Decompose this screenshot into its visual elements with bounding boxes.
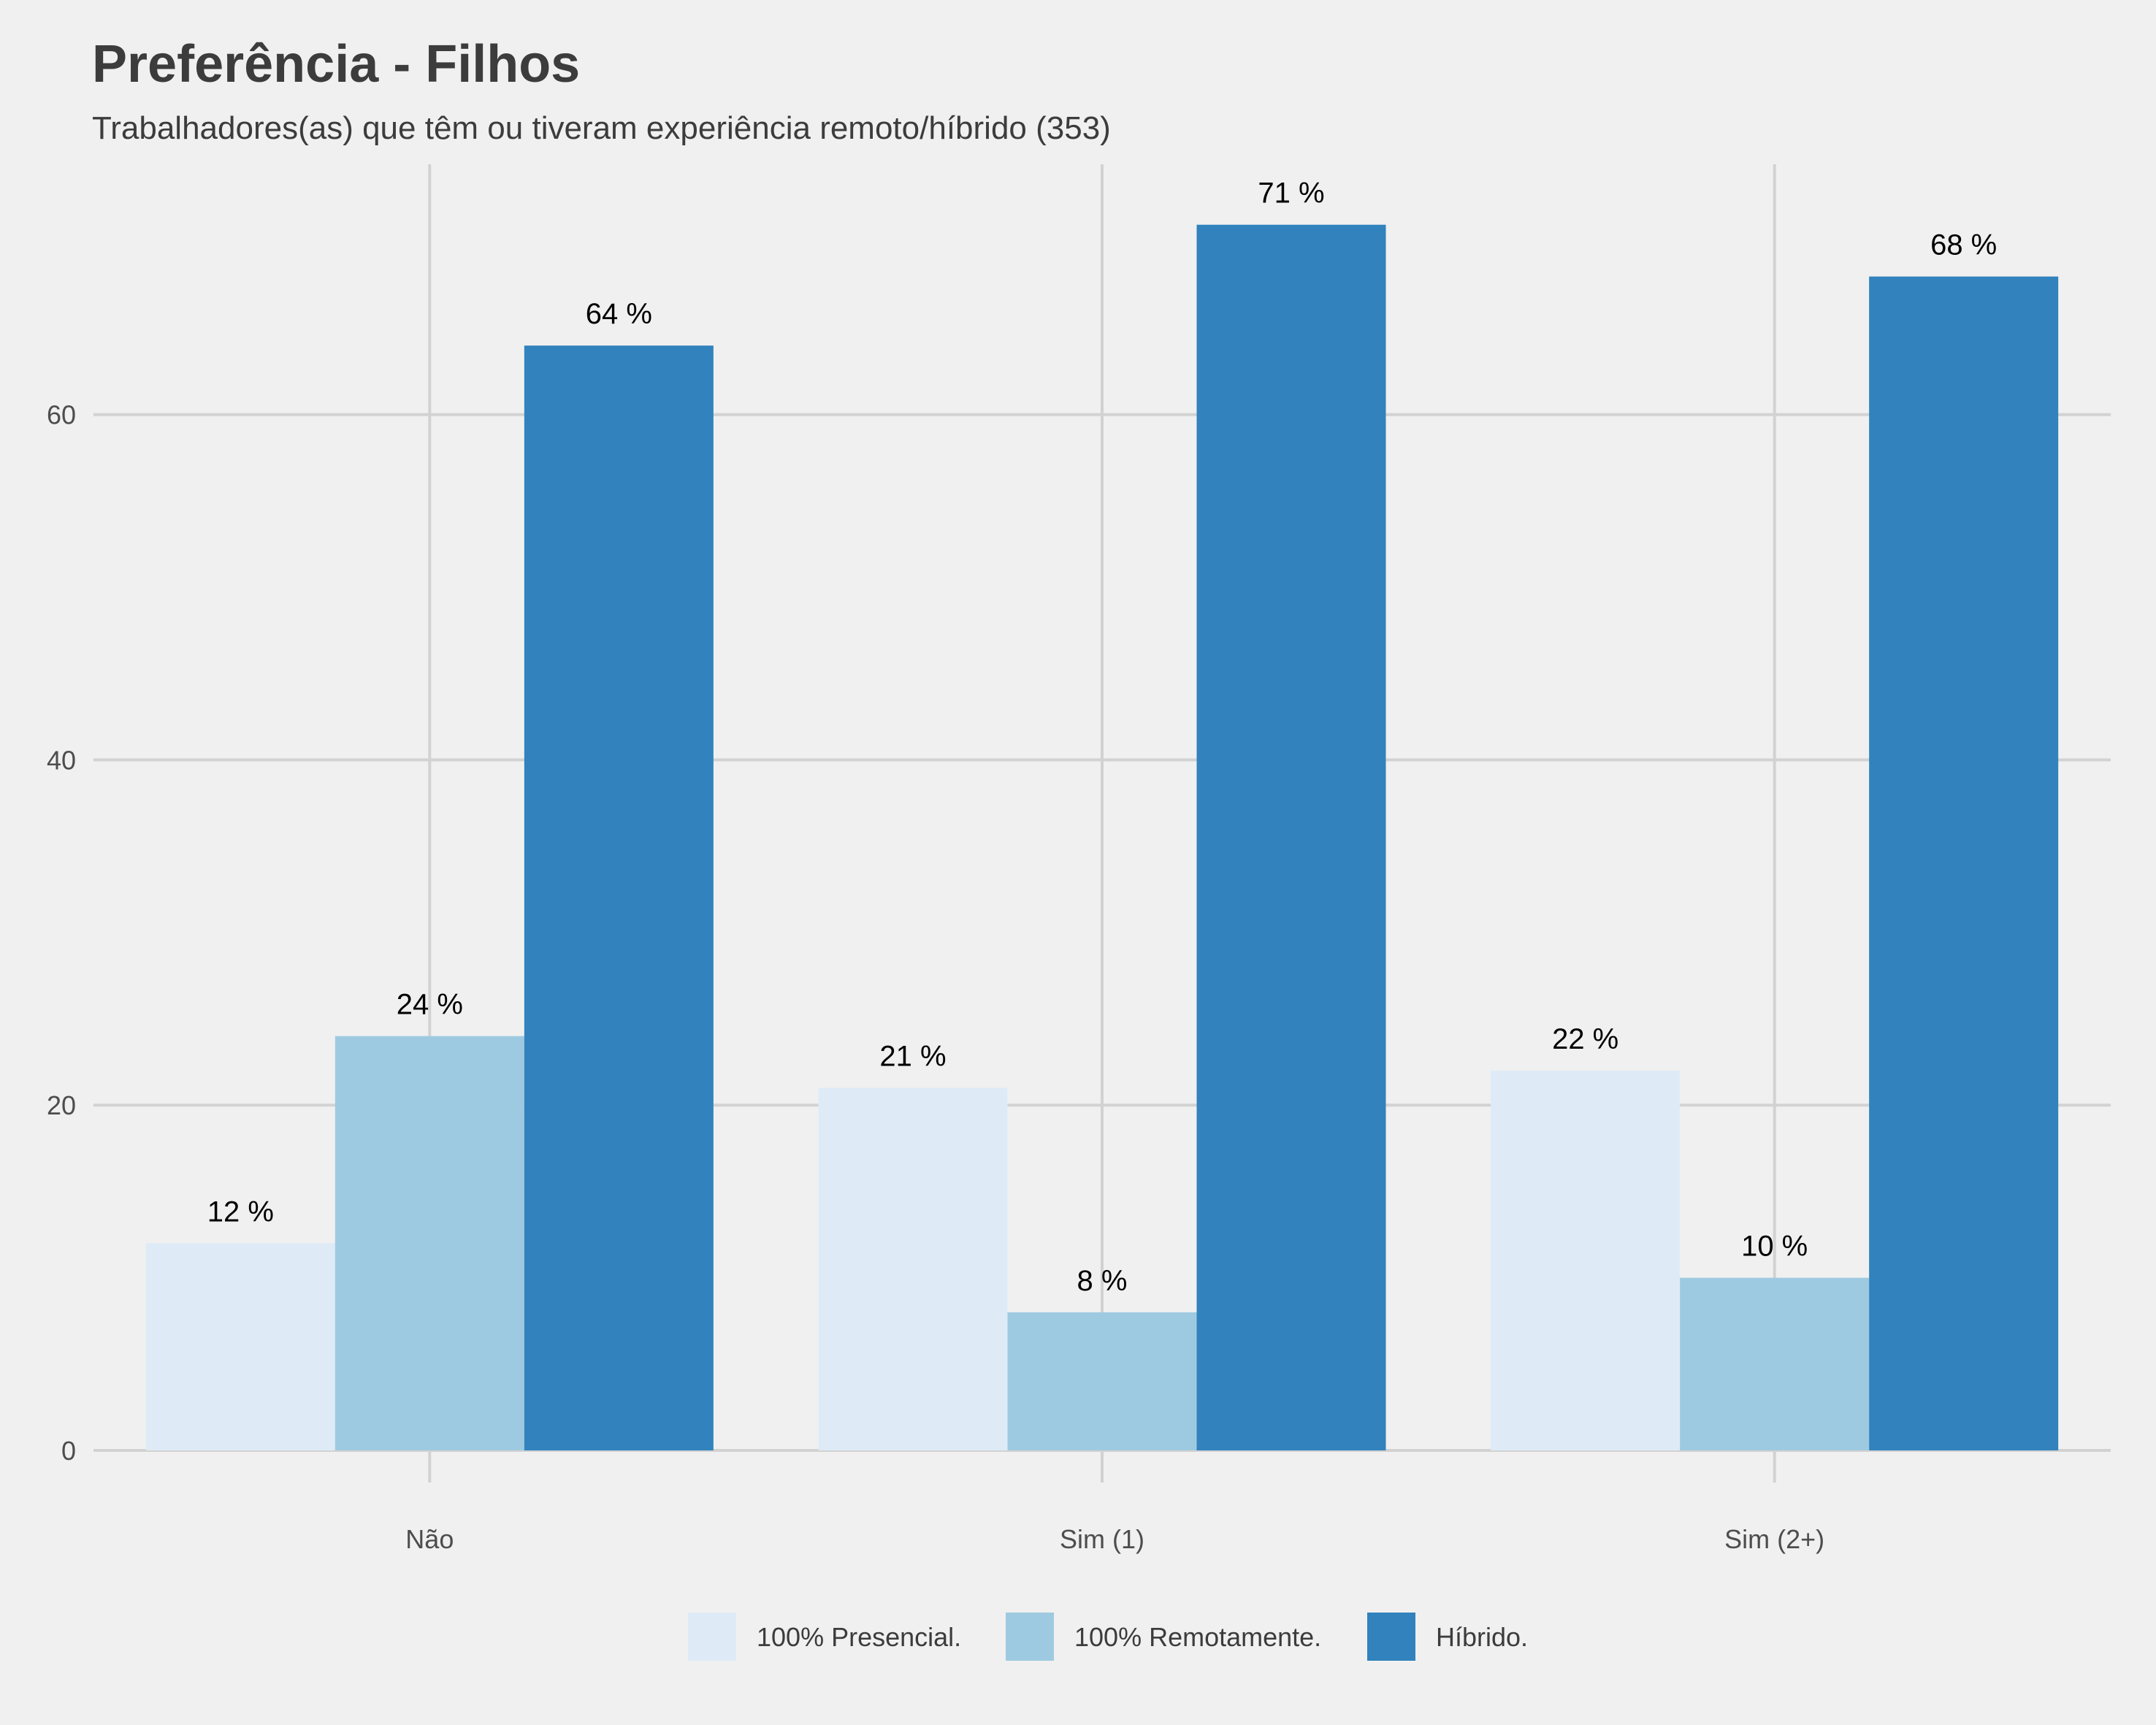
x-tick-label: Sim (1) [1060,1524,1144,1554]
legend-swatch [688,1613,736,1661]
bar [1196,224,1386,1450]
legend-swatch [1367,1613,1415,1661]
bar [145,1243,335,1450]
bar [818,1087,1008,1450]
chart-subtitle: Trabalhadores(as) que têm ou tiveram exp… [92,110,1111,146]
data-label: 68 % [1930,229,1997,261]
y-tick-label: 60 [47,400,76,430]
bar [1491,1070,1681,1450]
y-tick-label: 40 [47,745,76,775]
data-label: 24 % [397,989,463,1021]
x-tick-label: Sim (2+) [1724,1524,1824,1554]
legend-label: 100% Presencial. [757,1622,961,1652]
bar [1007,1312,1197,1450]
data-label: 64 % [586,298,652,330]
y-tick-label: 20 [47,1090,76,1120]
legend-label: 100% Remotamente. [1074,1622,1321,1652]
data-label: 21 % [879,1041,946,1073]
legend: 100% Presencial. 100% Remotamente. Híbrido… [688,1613,1528,1661]
data-label: 8 % [1077,1265,1128,1297]
data-label: 10 % [1741,1231,1808,1263]
data-label: 12 % [207,1196,274,1228]
data-label: 71 % [1258,177,1324,210]
bar [1869,276,2059,1450]
data-label: 22 % [1552,1023,1618,1055]
x-tick-label: Não [405,1524,454,1554]
data-labels-layer: 12 % 24 % 64 % 21 % 8 % 71 % 22 % 10 % 68 % [207,177,1998,1297]
y-tick-label: 0 [61,1436,76,1466]
bars-layer [145,224,2059,1451]
legend-label: Híbrido. [1436,1622,1528,1652]
legend-swatch [1006,1613,1054,1661]
y-axis: 0 20 40 60 [47,400,76,1466]
bar [524,345,714,1451]
bar [1680,1277,1870,1450]
x-axis: Não Sim (1) Sim (2+) [405,1524,1824,1554]
chart-title: Preferência - Filhos [92,35,580,93]
bar [335,1036,524,1450]
